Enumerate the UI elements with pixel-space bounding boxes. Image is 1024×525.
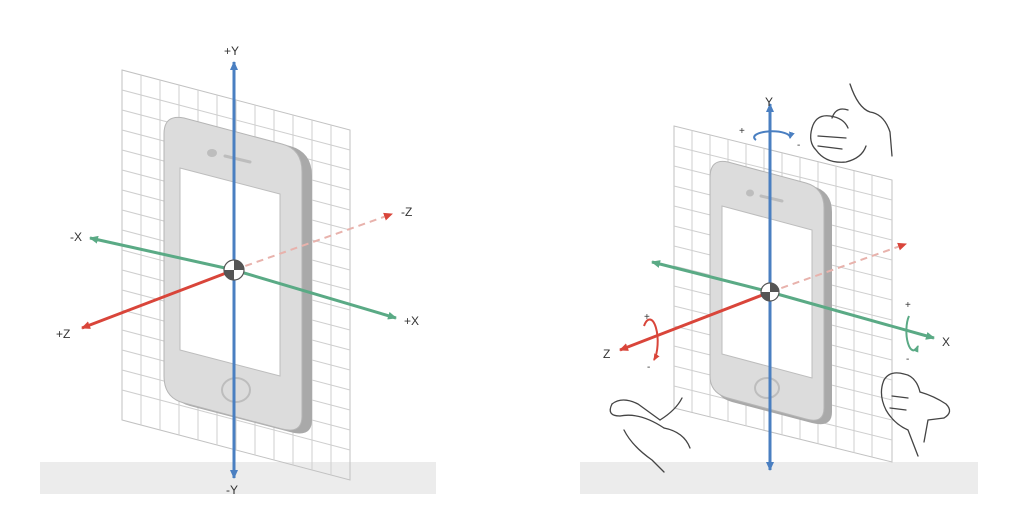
left-ground-strip [40,462,436,494]
hand-icon [609,397,691,473]
z-rotation-minus-sign: - [647,362,650,373]
left-diagram: +Y -Y -X +X +Z -Z [40,44,436,497]
right-z-label: Z [603,347,610,361]
right-x-axis-back [651,260,771,294]
x-rotation-minus-sign: - [906,354,909,365]
right-ground-strip [580,462,978,494]
right-y-label: Y [765,95,773,109]
left-z-axis-front [81,268,235,330]
left-z-axis-back [233,212,393,271]
right-z-axis-back [769,242,907,293]
left-minus-y-label: -Y [226,483,238,497]
left-plus-x-label: +X [404,314,419,328]
x-rotation-plus-sign: + [905,300,911,311]
left-minus-z-label: -Z [401,205,412,219]
y-rotation-arrow-icon [753,130,795,141]
left-x-axis [89,235,235,272]
left-x-axis [233,268,397,320]
z-rotation-plus-sign: + [644,312,650,323]
right-z-axis [619,290,771,352]
left-origin-ball [223,259,245,281]
left-minus-x-label: -X [70,230,82,244]
right-x-label: X [942,335,950,349]
y-rotation-minus-sign: - [797,140,800,151]
left-plus-y-label: +Y [224,44,239,58]
y-rotation-plus-sign: + [739,126,745,137]
right-origin-ball [760,282,780,302]
z-rotation-arrow-icon [643,318,660,361]
left-plus-z-label: +Z [56,327,70,341]
hand-icon [880,372,951,457]
right-diagram: Y X Z + - + - + - [580,83,978,494]
x-rotation-arrow-icon [905,315,919,353]
hand-icon [810,83,893,163]
